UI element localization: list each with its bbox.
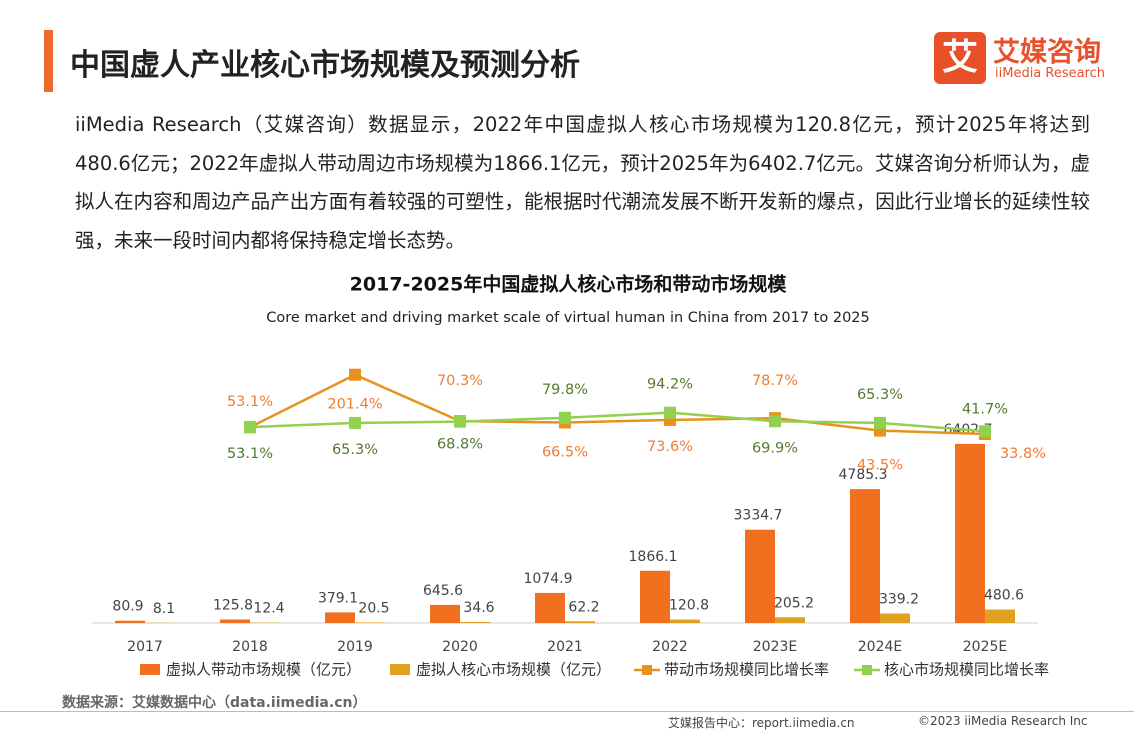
legend-swatch — [642, 665, 652, 675]
bar-label: 379.1 — [318, 590, 358, 606]
bar — [745, 529, 775, 623]
line-marker — [664, 406, 676, 419]
bar — [850, 489, 880, 623]
bar — [325, 612, 355, 623]
line-label: 41.7% — [962, 401, 1008, 417]
line-label: 94.2% — [647, 377, 693, 393]
bar — [355, 622, 385, 623]
bar-label: 205.2 — [774, 595, 814, 611]
logo-sub: iiMedia Research — [995, 66, 1106, 81]
legend-label: 核心市场规模同比增长率 — [884, 661, 1049, 679]
x-tick-label: 2023E — [753, 639, 797, 655]
line-marker — [244, 421, 256, 434]
bar — [220, 619, 250, 623]
line-marker — [559, 411, 571, 424]
logo-mark: 艾 — [934, 32, 986, 84]
bar-label: 120.8 — [669, 598, 709, 614]
line-label: 66.5% — [542, 444, 588, 460]
line-label: 43.5% — [857, 458, 903, 474]
line-label: 68.8% — [437, 437, 483, 453]
line-marker — [349, 368, 361, 381]
bar-label: 12.4 — [253, 601, 284, 617]
bar-label: 4785.3 — [839, 467, 888, 483]
x-tick-label: 2025E — [963, 639, 1007, 655]
bar-label: 8.1 — [153, 601, 175, 617]
legend-swatch — [862, 665, 872, 675]
legend-label: 虚拟人带动市场规模（亿元） — [166, 661, 361, 679]
bar-label: 20.5 — [358, 600, 389, 616]
accent-bar — [44, 30, 53, 92]
bar — [880, 613, 910, 623]
legend-swatch — [390, 664, 410, 675]
bar-label: 62.2 — [568, 599, 599, 615]
line-label: 65.3% — [857, 387, 903, 403]
footer-rule — [0, 711, 1134, 712]
line-label: 53.1% — [227, 446, 273, 462]
line — [249, 373, 986, 436]
bar — [670, 619, 700, 623]
line-label: 79.8% — [542, 382, 588, 398]
page-title: 中国虚人产业核心市场规模及预测分析 — [70, 48, 580, 83]
legend-label: 虚拟人核心市场规模（亿元） — [416, 661, 611, 679]
x-tick-label: 2018 — [232, 639, 268, 655]
x-tick-label: 2022 — [652, 639, 688, 655]
source: 数据来源：艾媒数据中心（data.iimedia.cn） — [62, 695, 367, 711]
chart-title: 2017-2025年中国虚拟人核心市场和带动市场规模 — [350, 273, 788, 296]
bar — [775, 617, 805, 623]
line-label: 33.8% — [1000, 446, 1046, 462]
bar-label: 645.6 — [423, 583, 463, 599]
bar — [985, 609, 1015, 623]
line-label: 69.9% — [752, 440, 798, 456]
line-marker — [454, 415, 466, 428]
bar-label: 80.9 — [112, 599, 143, 615]
line-label: 78.7% — [752, 373, 798, 389]
bar — [565, 621, 595, 623]
line-label: 201.4% — [327, 397, 382, 413]
line-label: 53.1% — [227, 394, 273, 410]
bar — [115, 620, 145, 623]
bar-label: 3334.7 — [734, 508, 783, 524]
logo-name: 艾媒咨询 — [993, 37, 1101, 68]
line-label: 65.3% — [332, 442, 378, 458]
bar-label: 1866.1 — [629, 549, 678, 565]
line — [249, 411, 986, 433]
bar-label: 339.2 — [879, 592, 919, 608]
chart-subtitle: Core market and driving market scale of … — [266, 310, 870, 326]
line-marker — [979, 425, 991, 438]
bar-label: 34.6 — [463, 600, 494, 616]
bar-label: 125.8 — [213, 597, 253, 613]
legend-swatch — [140, 664, 160, 675]
legend-label: 带动市场规模同比增长率 — [664, 661, 829, 679]
bar — [955, 443, 985, 623]
line-marker — [769, 415, 781, 428]
line-label: 70.3% — [437, 373, 483, 389]
bar-label: 480.6 — [984, 588, 1024, 604]
line-marker — [349, 416, 361, 429]
x-tick-label: 2024E — [858, 639, 902, 655]
chart: 2017-2025年中国虚拟人核心市场和带动市场规模 Core market a… — [92, 273, 1049, 679]
bar — [640, 570, 670, 623]
footer-copyright: ©2023 iiMedia Research Inc — [918, 714, 1088, 728]
x-tick-label: 2020 — [442, 639, 478, 655]
bar — [430, 604, 460, 623]
paragraph: iiMedia Research（艾媒咨询）数据显示，2022年中国虚拟人核心市… — [75, 113, 1090, 252]
line-label: 73.6% — [647, 439, 693, 455]
x-tick-label: 2021 — [547, 639, 583, 655]
bar — [460, 622, 490, 623]
x-tick-label: 2019 — [337, 639, 373, 655]
bar-label: 1074.9 — [524, 571, 573, 587]
x-tick-label: 2017 — [127, 639, 163, 655]
bar — [535, 592, 565, 623]
footer-site: 艾媒报告中心：report.iimedia.cn — [668, 716, 855, 730]
line-marker — [874, 416, 886, 429]
